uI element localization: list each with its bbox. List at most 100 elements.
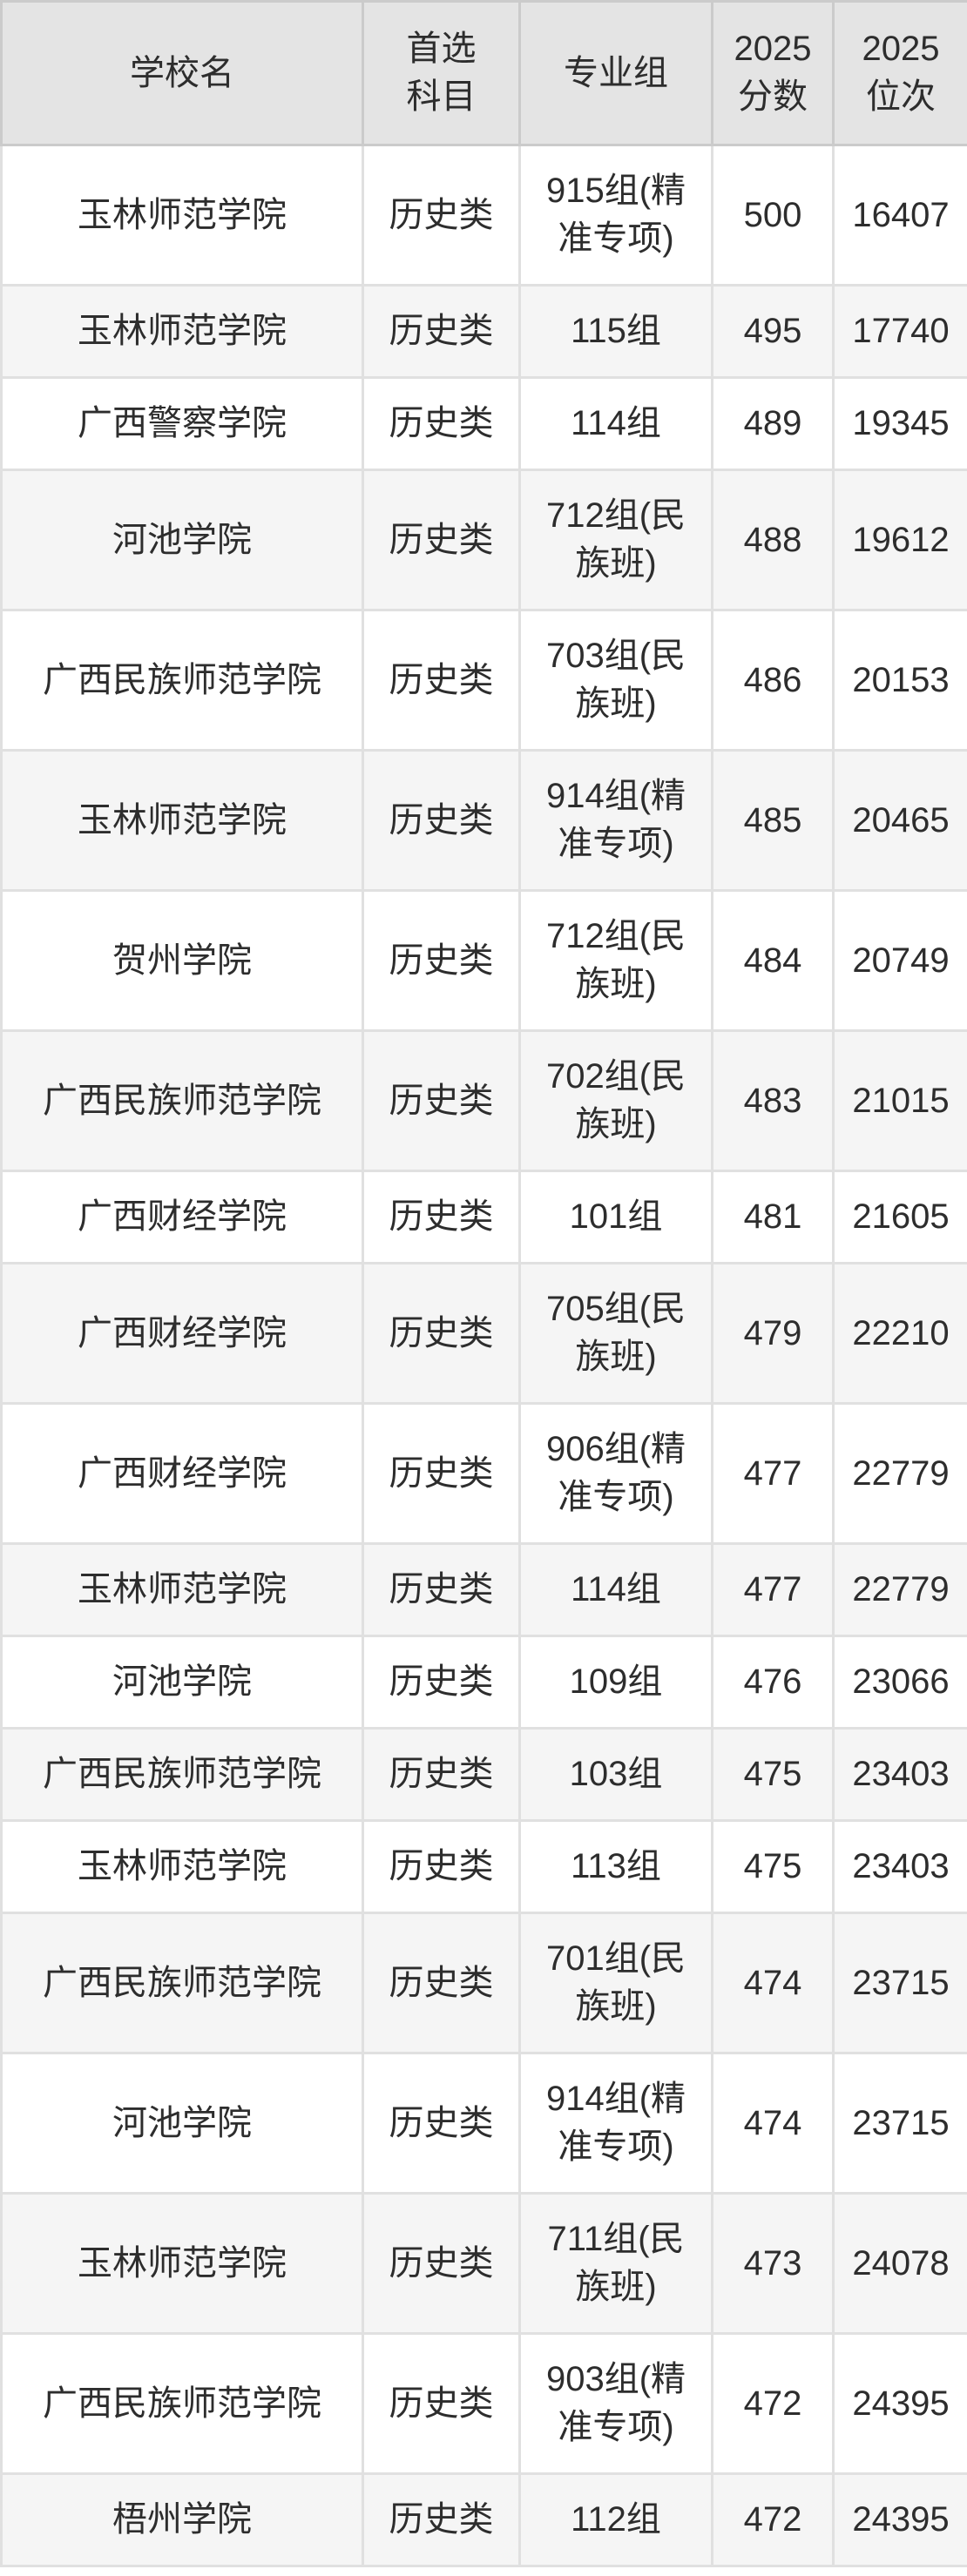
school-name-cell: 玉林师范学院 [0,2192,364,2335]
rank-cell: 21015 [832,1029,967,1172]
school-name-cell: 广西民族师范学院 [0,609,364,752]
score-cell: 477 [711,1542,835,1637]
rank-cell: 22779 [832,1402,967,1545]
subject-cell: 历史类 [362,1170,521,1264]
score-cell: 479 [711,1262,835,1405]
school-name-cell: 广西民族师范学院 [0,1912,364,2054]
score-cell: 475 [711,1727,835,1822]
rank-cell: 23715 [832,1912,967,2054]
major-group-cell: 114组 [518,376,713,471]
major-group-cell: 701组(民 族班) [518,1912,713,2054]
major-group-cell: 914组(精 准专项) [518,2052,713,2195]
school-name-cell: 梧州学院 [0,2472,364,2567]
table-row: 广西财经学院 历史类 705组(民 族班) 479 22210 [0,1262,967,1405]
school-name-cell: 玉林师范学院 [0,144,364,287]
subject-cell: 历史类 [362,2052,521,2195]
table-row: 贺州学院 历史类 712组(民 族班) 484 20749 [0,889,967,1032]
table-row: 河池学院 历史类 712组(民 族班) 488 19612 [0,469,967,611]
table-row: 玉林师范学院 历史类 114组 477 22779 [0,1542,967,1637]
table-row: 玉林师范学院 历史类 113组 475 23403 [0,1819,967,1914]
col-header-score-2025: 2025 分数 [711,0,835,146]
subject-cell: 历史类 [362,889,521,1032]
rank-cell: 22210 [832,1262,967,1405]
table-row: 广西民族师范学院 历史类 903组(精 准专项) 472 24395 [0,2332,967,2475]
major-group-cell: 906组(精 准专项) [518,1402,713,1545]
subject-cell: 历史类 [362,1029,521,1172]
table-row: 河池学院 历史类 914组(精 准专项) 474 23715 [0,2052,967,2195]
col-header-rank-2025: 2025 位次 [832,0,967,146]
subject-cell: 历史类 [362,2332,521,2475]
rank-cell: 19345 [832,376,967,471]
school-name-cell: 玉林师范学院 [0,284,364,379]
table-row: 玉林师范学院 历史类 115组 495 17740 [0,284,967,379]
subject-cell: 历史类 [362,2472,521,2567]
col-header-school: 学校名 [0,0,364,146]
col-header-group: 专业组 [518,0,713,146]
subject-cell: 历史类 [362,1402,521,1545]
major-group-cell: 109组 [518,1635,713,1730]
school-name-cell: 玉林师范学院 [0,1542,364,1637]
subject-cell: 历史类 [362,749,521,892]
table-row: 梧州学院 历史类 112组 472 24395 [0,2472,967,2567]
major-group-cell: 101组 [518,1170,713,1264]
header-row: 学校名 首选 科目 专业组 2025 分数 2025 位次 [0,0,967,146]
major-group-cell: 705组(民 族班) [518,1262,713,1405]
school-name-cell: 广西财经学院 [0,1402,364,1545]
school-name-cell: 广西民族师范学院 [0,1029,364,1172]
major-group-cell: 914组(精 准专项) [518,749,713,892]
major-group-cell: 712组(民 族班) [518,469,713,611]
subject-cell: 历史类 [362,376,521,471]
rank-cell: 22779 [832,1542,967,1637]
school-name-cell: 玉林师范学院 [0,1819,364,1914]
rank-cell: 20153 [832,609,967,752]
subject-cell: 历史类 [362,2192,521,2335]
score-cell: 472 [711,2332,835,2475]
score-cell: 486 [711,609,835,752]
score-cell: 472 [711,2472,835,2567]
school-name-cell: 广西警察学院 [0,376,364,471]
school-name-cell: 玉林师范学院 [0,749,364,892]
score-cell: 481 [711,1170,835,1264]
school-name-cell: 广西民族师范学院 [0,1727,364,1822]
major-group-cell: 702组(民 族班) [518,1029,713,1172]
subject-cell: 历史类 [362,469,521,611]
score-cell: 485 [711,749,835,892]
major-group-cell: 712组(民 族班) [518,889,713,1032]
subject-cell: 历史类 [362,1542,521,1637]
table-row: 广西民族师范学院 历史类 703组(民 族班) 486 20153 [0,609,967,752]
rank-cell: 16407 [832,144,967,287]
rank-cell: 23403 [832,1819,967,1914]
table-row: 玉林师范学院 历史类 711组(民 族班) 473 24078 [0,2192,967,2335]
score-cell: 489 [711,376,835,471]
rank-cell: 23066 [832,1635,967,1730]
score-cell: 476 [711,1635,835,1730]
major-group-cell: 915组(精 准专项) [518,144,713,287]
rank-cell: 24395 [832,2332,967,2475]
score-cell: 475 [711,1819,835,1914]
table-row: 河池学院 历史类 109组 476 23066 [0,1635,967,1730]
table-row: 玉林师范学院 历史类 914组(精 准专项) 485 20465 [0,749,967,892]
major-group-cell: 103组 [518,1727,713,1822]
school-name-cell: 河池学院 [0,1635,364,1730]
table-row: 广西警察学院 历史类 114组 489 19345 [0,376,967,471]
rank-cell: 20465 [832,749,967,892]
major-group-cell: 903组(精 准专项) [518,2332,713,2475]
subject-cell: 历史类 [362,284,521,379]
school-name-cell: 河池学院 [0,469,364,611]
table-header: 学校名 首选 科目 专业组 2025 分数 2025 位次 [0,0,967,146]
school-name-cell: 广西财经学院 [0,1170,364,1264]
rank-cell: 21605 [832,1170,967,1264]
table-row: 广西民族师范学院 历史类 103组 475 23403 [0,1727,967,1822]
school-name-cell: 广西民族师范学院 [0,2332,364,2475]
major-group-cell: 113组 [518,1819,713,1914]
subject-cell: 历史类 [362,1819,521,1914]
school-name-cell: 河池学院 [0,2052,364,2195]
score-cell: 473 [711,2192,835,2335]
subject-cell: 历史类 [362,144,521,287]
score-cell: 483 [711,1029,835,1172]
school-name-cell: 贺州学院 [0,889,364,1032]
major-group-cell: 112组 [518,2472,713,2567]
table-row: 玉林师范学院 历史类 915组(精 准专项) 500 16407 [0,144,967,287]
table-body: 玉林师范学院 历史类 915组(精 准专项) 500 16407 玉林师范学院 … [0,144,967,2567]
